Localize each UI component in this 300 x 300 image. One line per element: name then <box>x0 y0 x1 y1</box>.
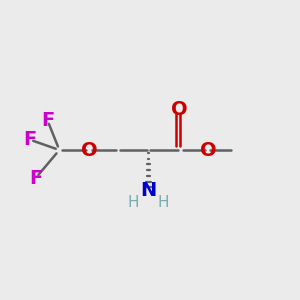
Text: O: O <box>171 100 188 119</box>
Text: O: O <box>81 140 98 160</box>
Text: O: O <box>200 140 216 160</box>
Text: F: F <box>41 111 54 130</box>
Text: H: H <box>128 194 140 209</box>
Text: F: F <box>23 130 36 149</box>
Text: F: F <box>29 169 42 188</box>
Text: N: N <box>140 181 157 200</box>
Text: H: H <box>158 194 169 209</box>
